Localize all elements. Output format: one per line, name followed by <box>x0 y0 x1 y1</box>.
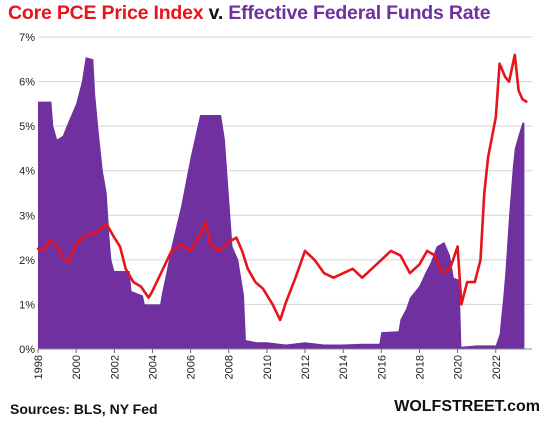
core-pce-line <box>36 53 528 322</box>
x-tick-label: 2008 <box>224 355 236 379</box>
x-tick-label: 2002 <box>109 355 121 379</box>
source-note: Sources: BLS, NY Fed <box>10 401 158 417</box>
y-tick-label: 7% <box>19 32 35 44</box>
x-axis-ticks: 1998 2000 2002 2004 2006 2008 2010 2012 2014 2016… <box>33 355 503 379</box>
x-tick-label: 2010 <box>262 355 274 379</box>
y-axis-ticks: 0% 1% 2% 3% 4% 5% 6% 7% <box>19 32 35 356</box>
chart-title: Core PCE Price Index v. Effective Federa… <box>8 2 491 25</box>
x-tick-label: 2014 <box>338 355 350 379</box>
title-fed-funds: Effective Federal Funds Rate <box>228 2 491 24</box>
x-tick-label: 2018 <box>414 355 426 379</box>
y-tick-label: 5% <box>19 121 35 133</box>
x-tick-label: 2016 <box>376 355 388 379</box>
fed-funds-area <box>38 57 525 349</box>
fed-funds-series <box>38 57 525 349</box>
x-tick-label: 2000 <box>71 355 83 379</box>
x-tick-label: 2022 <box>491 355 503 379</box>
y-tick-label: 0% <box>19 344 35 356</box>
title-versus: v. <box>203 2 229 24</box>
title-core-pce: Core PCE Price Index <box>8 2 204 24</box>
x-tick-label: 2004 <box>147 355 159 379</box>
x-tick-label: 2006 <box>186 355 198 379</box>
core-pce-series <box>36 53 528 322</box>
y-tick-label: 1% <box>19 299 35 311</box>
y-tick-label: 6% <box>19 77 35 89</box>
axes <box>37 348 532 353</box>
y-tick-label: 4% <box>19 166 35 178</box>
y-tick-label: 3% <box>19 210 35 222</box>
y-tick-label: 2% <box>19 255 35 267</box>
brand-label: WOLFSTREET.com <box>394 398 540 415</box>
x-tick-label: 2012 <box>300 355 312 379</box>
x-tick-label: 1998 <box>33 355 45 379</box>
x-tick-label: 2020 <box>453 355 465 379</box>
